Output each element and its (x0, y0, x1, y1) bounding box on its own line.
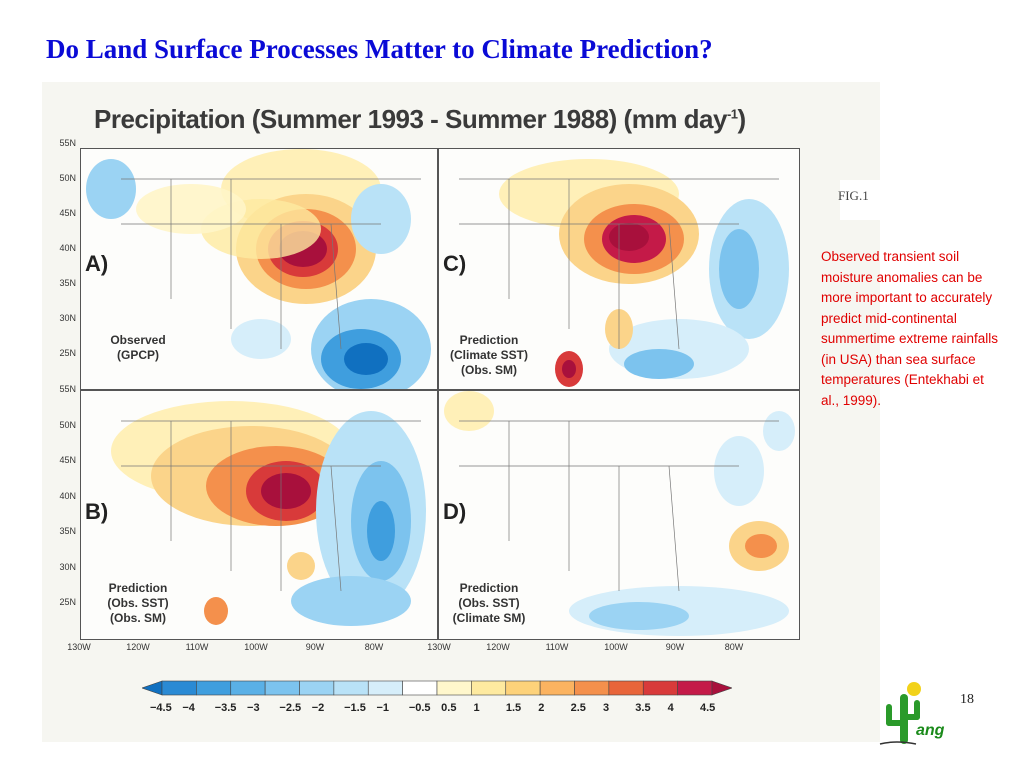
longitude-label: 120W (486, 642, 510, 652)
precipitation-figure: Precipitation (Summer 1993 - Summer 1988… (42, 82, 880, 742)
colorbar-swatch (161, 680, 197, 696)
latitude-label: 30N (59, 561, 76, 572)
latitude-label: 35N (59, 526, 76, 536)
colorbar-swatch (367, 680, 403, 696)
colorbar-tick-label: 3.5 (635, 702, 651, 714)
colorbar (142, 680, 732, 696)
latitude-label: 45N (59, 208, 76, 218)
colorbar-tick-label: −2 (311, 702, 325, 714)
longitude-label: 90W (665, 642, 685, 652)
colorbar-swatch (642, 680, 678, 696)
colorbar-tick-label: −2.5 (279, 702, 302, 714)
colorbar-swatch (436, 680, 472, 696)
longitude-label: 130W (427, 642, 451, 652)
panel-letter-c: C) (443, 251, 467, 276)
colorbar-tick-label: 0.5 (441, 702, 457, 714)
longitude-label: 130W (67, 642, 91, 652)
latitude-label: 55N (59, 138, 76, 148)
colorbar-swatch (539, 680, 575, 696)
latitude-label: 25N (59, 348, 76, 358)
longitude-label: 90W (305, 642, 325, 652)
colorbar-tick-label: −3.5 (214, 702, 237, 714)
colorbar-tick-label: 1 (473, 702, 480, 714)
precipitation-map-b (111, 401, 426, 626)
latitude-label: 45N (59, 455, 76, 465)
colorbar-swatch (264, 680, 300, 696)
colorbar-tick-label: 1.5 (505, 702, 522, 714)
figure-title: Precipitation (Summer 1993 - Summer 1988… (94, 104, 746, 134)
colorbar-tick-label: −0.5 (408, 702, 431, 714)
colorbar-tick-label: 3 (602, 702, 610, 714)
colorbar-swatch (608, 680, 644, 696)
colorbar-swatch (471, 680, 507, 696)
logo-text: ang (916, 722, 945, 739)
cactus-logo-icon (879, 682, 921, 745)
page-number: 18 (960, 692, 974, 707)
precipitation-map-a (86, 149, 431, 389)
longitude-label: 100W (604, 642, 628, 652)
latitude-label: 40N (59, 243, 76, 253)
panel-caption-c: Prediction (Climate SST) (Obs. SM) (449, 333, 528, 377)
latitude-label: 30N (59, 313, 76, 323)
colorbar-swatch (230, 680, 266, 696)
latitude-label: 50N (59, 419, 76, 430)
colorbar-tick-label: −1.5 (344, 702, 366, 714)
longitude-label: 80W (364, 642, 384, 652)
longitude-label: 120W (126, 642, 150, 652)
colorbar-tick-label: −4.5 (150, 702, 172, 714)
panel-caption-a: Observed (GPCP) (110, 333, 166, 362)
panel-caption-b: Prediction (Obs. SST) (Obs. SM) (107, 581, 169, 625)
colorbar-swatch (402, 680, 438, 696)
precipitation-map-c (459, 159, 789, 387)
panel-letter-d: D) (443, 499, 467, 524)
map-panel-a: A) Observed (GPCP) (80, 148, 438, 390)
latitude-label: 25N (59, 597, 76, 607)
map-panel-b: B) Prediction (Obs. SST) (Obs. SM) (80, 390, 438, 640)
figure-number-label: FIG.1 (838, 180, 880, 220)
colorbar-tick-label: 2 (538, 702, 545, 714)
latitude-label: 50N (59, 173, 76, 183)
longitude-label: 110W (185, 642, 209, 652)
slide-title: Do Land Surface Processes Matter to Clim… (46, 34, 713, 64)
latitude-label: 40N (59, 490, 76, 501)
latitude-label: 55N (59, 384, 76, 394)
colorbar-swatch (711, 680, 732, 696)
colorbar-swatch (142, 680, 163, 696)
colorbar-swatch (299, 680, 335, 696)
panel-letter-a: A) (85, 251, 109, 276)
explanatory-note: Observed transient soil moisture anomali… (821, 249, 999, 408)
map-panel-c: C) Prediction (Climate SST) (Obs. SM) (438, 148, 800, 390)
colorbar-swatch (505, 680, 541, 696)
colorbar-tick-label: −3 (247, 702, 260, 714)
longitude-label: 110W (545, 642, 569, 652)
colorbar-swatch (333, 680, 369, 696)
precipitation-map-d (444, 391, 795, 636)
colorbar-tick-label: 2.5 (570, 702, 586, 714)
colorbar-swatch (677, 680, 713, 696)
colorbar-tick-label: −1 (376, 702, 390, 714)
longitude-label: 80W (724, 642, 744, 652)
colorbar-tick-label: 4 (667, 702, 674, 714)
colorbar-swatch (574, 680, 610, 696)
colorbar-tick-label: −4 (182, 702, 195, 714)
panel-caption-d: Prediction (Obs. SST) (Climate SM) (452, 581, 526, 625)
colorbar-swatch (196, 680, 232, 696)
panel-letter-b: B) (85, 499, 109, 524)
map-panel-d: D) Prediction (Obs. SST) (Climate SM) (438, 390, 800, 640)
colorbar-tick-label: 4.5 (700, 702, 716, 714)
latitude-label: 35N (59, 278, 76, 288)
longitude-label: 100W (244, 642, 268, 652)
